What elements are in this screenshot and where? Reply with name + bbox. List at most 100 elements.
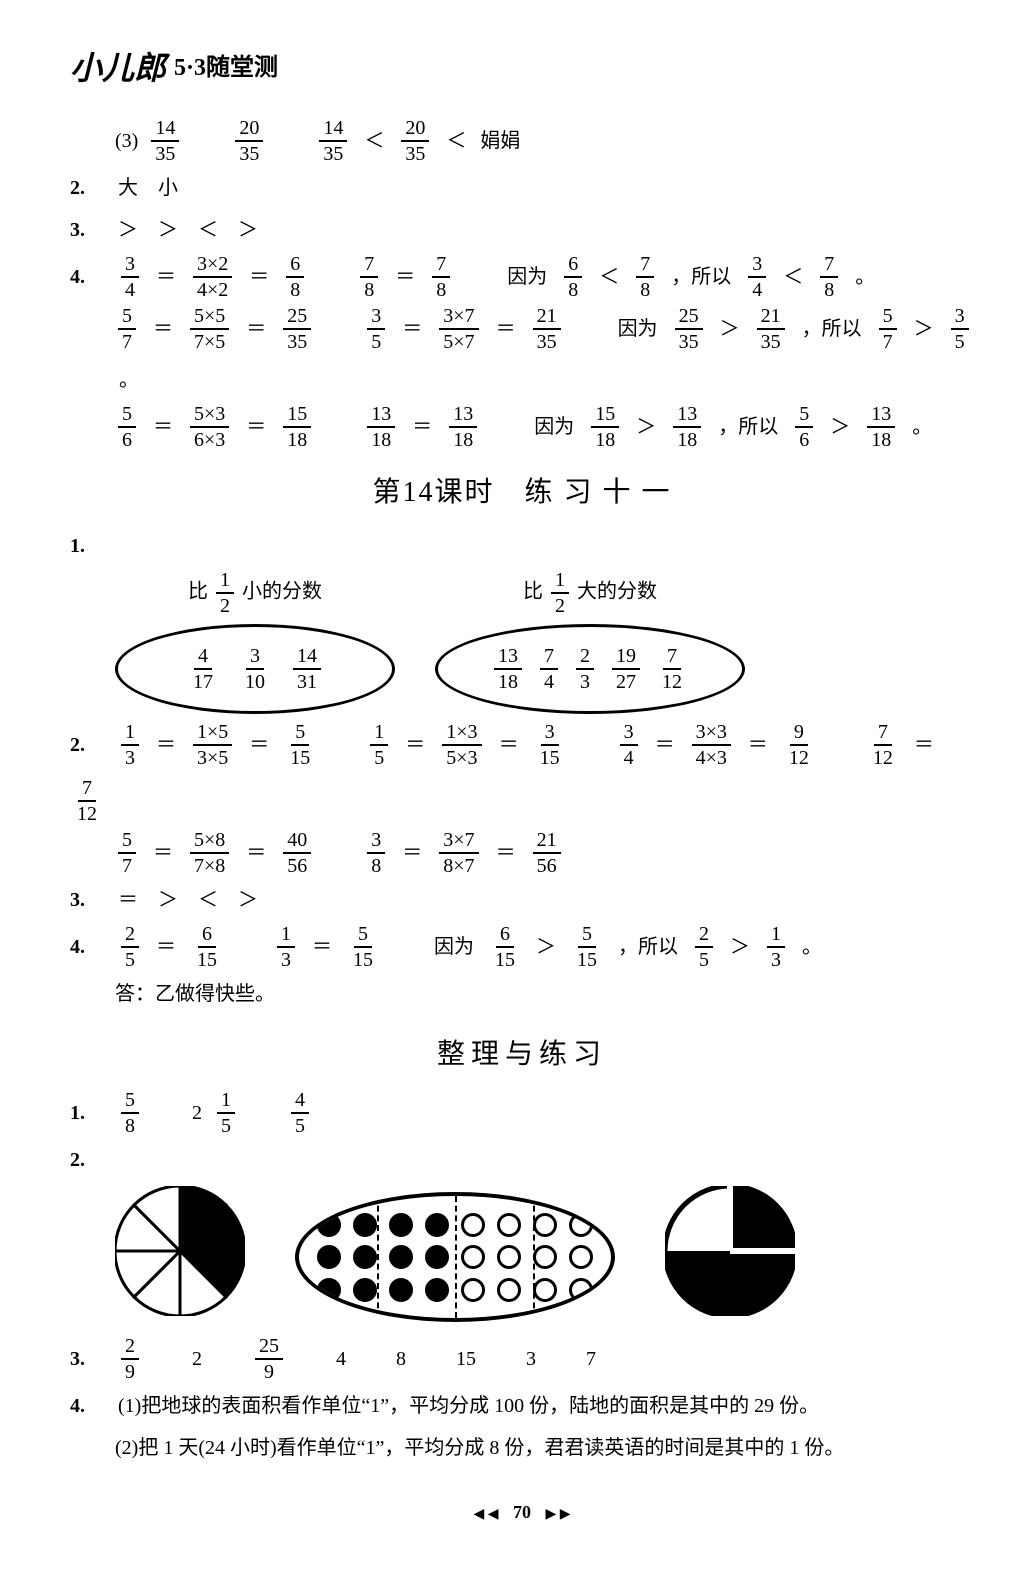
text: 大 小 xyxy=(118,170,178,206)
text: ＝ xyxy=(412,409,432,445)
frac: 15 xyxy=(370,722,388,768)
dot xyxy=(497,1245,521,1269)
frac: 1×53×5 xyxy=(193,722,232,768)
dot xyxy=(533,1278,557,1302)
section-c-header: 整理与练习 xyxy=(70,1030,974,1080)
c-q3: 3. 292259481537 xyxy=(70,1336,974,1382)
frac: 13 xyxy=(767,924,785,970)
b-q4-answer: 答：乙做得快些。 xyxy=(70,976,974,1012)
text: ＝ xyxy=(402,835,422,871)
a-q3b: 3. ＞ ＞ ＜ ＞ xyxy=(70,212,974,248)
frac: 78 xyxy=(360,254,378,300)
text: ＞ xyxy=(720,311,740,347)
qnum: 3. xyxy=(70,1341,98,1377)
frac: 58 xyxy=(121,1090,139,1136)
expr-row: 56＝5×36×3＝15181318＝1318因为1518＞1318，所以56＞… xyxy=(70,404,974,450)
dot xyxy=(389,1213,413,1237)
text: ＝ xyxy=(395,259,415,295)
frac: 57 xyxy=(879,306,897,352)
frac: 912 xyxy=(785,722,813,768)
text: 因为 xyxy=(507,259,547,295)
qnum: 3. xyxy=(70,212,98,248)
text: ＞ xyxy=(536,929,556,965)
text: ＝ xyxy=(249,259,269,295)
frac: 5×87×8 xyxy=(190,830,229,876)
text: (2)把 1 天(24 小时)看作单位“1”，平均分成 8 份，君君读英语的时间… xyxy=(115,1430,844,1466)
text: ＝ xyxy=(496,311,516,347)
frac: 29 xyxy=(121,1336,139,1382)
qnum: 2. xyxy=(70,1142,98,1178)
a-line-3: (3) 1435 2035 1435 ＜ 2035 ＜ 娟娟 xyxy=(70,118,974,164)
frac: 15 xyxy=(217,1090,235,1136)
page-number: 70 xyxy=(513,1502,531,1522)
whole: 2 xyxy=(192,1095,202,1131)
qnum: 4. xyxy=(70,929,98,965)
text: ，所以 xyxy=(671,259,731,295)
frac: 5×57×5 xyxy=(190,306,229,352)
frac: 45 xyxy=(291,1090,309,1136)
dot xyxy=(497,1278,521,1302)
brand-subtitle: 5·3随堂测 xyxy=(174,47,278,90)
qnum: 3. xyxy=(70,882,98,918)
frac: 1927 xyxy=(612,646,640,692)
oval-left: 4173101431 xyxy=(115,624,395,714)
frac: 5×36×3 xyxy=(190,404,229,450)
text: (1)把地球的表面积看作单位“1”，平均分成 100 份，陆地的面积是其中的 2… xyxy=(118,1388,819,1424)
expr-row: 2.13＝1×53×5＝51515＝1×35×3＝31534＝3×34×3＝91… xyxy=(70,722,974,824)
frac: 23 xyxy=(576,646,594,692)
text: ＝ xyxy=(153,835,173,871)
pie-chart-2 xyxy=(665,1186,795,1328)
brand-logo: 小儿郎 xyxy=(70,40,166,98)
text: ＝ xyxy=(246,409,266,445)
qnum: 4. xyxy=(70,1388,98,1424)
dot xyxy=(353,1245,377,1269)
text: ＜ xyxy=(783,259,803,295)
frac: 35 xyxy=(367,306,385,352)
dot xyxy=(533,1213,557,1237)
frac: 68 xyxy=(286,254,304,300)
label-right: 比 12 大的分数 xyxy=(435,570,745,616)
expr-row: 57＝5×57×5＝253535＝3×75×7＝2135因为2535＞2135，… xyxy=(70,306,974,398)
text-line: (2)把 1 天(24 小时)看作单位“1”，平均分成 8 份，君君读英语的时间… xyxy=(70,1430,974,1466)
text: ＝ ＞ ＜ ＞ xyxy=(118,882,258,918)
qnum: 2. xyxy=(70,170,98,206)
text: ，所以 xyxy=(618,929,678,965)
frac: 2156 xyxy=(533,830,561,876)
frac: 56 xyxy=(118,404,136,450)
frac: 515 xyxy=(349,924,377,970)
frac: 1518 xyxy=(591,404,619,450)
frac: 57 xyxy=(118,830,136,876)
label-left: 比 12 小的分数 xyxy=(115,570,395,616)
frac: 74 xyxy=(540,646,558,692)
frac: 34 xyxy=(121,254,139,300)
dot xyxy=(461,1278,485,1302)
dot xyxy=(533,1245,557,1269)
text: ＝ xyxy=(156,929,176,965)
frac: 1318 xyxy=(673,404,701,450)
tail: 娟娟 xyxy=(480,123,520,159)
header-logo-row: 小儿郎 5·3随堂测 xyxy=(70,40,974,98)
dot xyxy=(569,1213,593,1237)
frac: 2135 xyxy=(757,306,785,352)
text: 8 xyxy=(396,1341,406,1377)
text: 因为 xyxy=(534,409,574,445)
text: ＞ xyxy=(636,409,656,445)
text: ＝ xyxy=(156,727,176,763)
frac: 3×78×7 xyxy=(439,830,478,876)
pie-chart-1 xyxy=(115,1186,245,1328)
dot xyxy=(389,1245,413,1269)
frac: 25 xyxy=(121,924,139,970)
frac: 4056 xyxy=(283,830,311,876)
dot xyxy=(569,1245,593,1269)
frac: 68 xyxy=(564,254,582,300)
text: 因为 xyxy=(618,311,658,347)
text: 2 xyxy=(192,1341,202,1377)
op: ＜ xyxy=(364,123,384,159)
text: ＝ xyxy=(153,409,173,445)
expr-row: 4.25＝61513＝515因为615＞515，所以25＞13。 xyxy=(70,924,974,970)
text: ＝ xyxy=(156,259,176,295)
frac: 515 xyxy=(286,722,314,768)
dot xyxy=(317,1245,341,1269)
frac: 2535 xyxy=(283,306,311,352)
frac: 315 xyxy=(536,722,564,768)
